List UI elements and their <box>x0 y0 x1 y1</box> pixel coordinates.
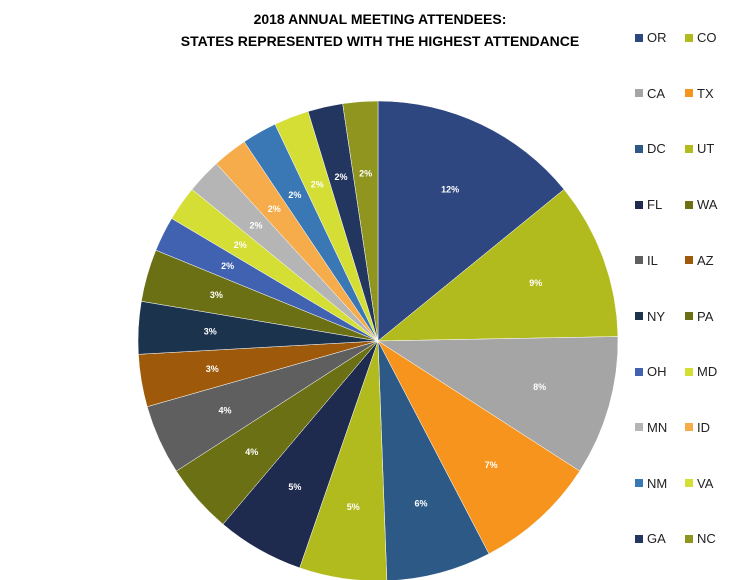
legend-label: TX <box>697 85 714 101</box>
chart-title: 2018 ANNUAL MEETING ATTENDEES: STATES RE… <box>100 8 660 52</box>
data-label-pa: 3% <box>210 290 223 300</box>
legend-swatch <box>635 33 643 42</box>
chart-title-line-2: STATES REPRESENTED WITH THE HIGHEST ATTE… <box>180 33 580 49</box>
legend-swatch <box>635 89 643 98</box>
legend-swatch <box>635 423 643 432</box>
legend-swatch <box>685 312 693 320</box>
legend-swatch <box>685 367 693 376</box>
data-label-ny: 3% <box>204 327 217 337</box>
legend-swatch <box>685 423 693 432</box>
legend-item-nc: NC <box>685 531 716 546</box>
legend-label: CO <box>697 30 717 45</box>
data-label-oh: 2% <box>221 261 234 271</box>
legend-label: DC <box>647 141 666 157</box>
data-label-ga: 2% <box>335 172 348 182</box>
legend-label: VA <box>697 475 714 491</box>
pie-slice-ca <box>377 336 619 472</box>
legend-item-md: MD <box>685 364 717 379</box>
data-label-il: 4% <box>218 405 231 415</box>
legend-label: OH <box>647 364 667 380</box>
legend-label: ID <box>697 419 710 435</box>
legend-swatch <box>635 479 643 488</box>
legend-item-ga: GA <box>635 531 666 546</box>
legend-label: NY <box>647 308 666 324</box>
legend-label: CA <box>647 85 666 101</box>
data-label-wa: 4% <box>245 447 258 457</box>
pie-slice-or <box>377 100 565 342</box>
legend-item-va: VA <box>685 476 713 491</box>
legend-label: NM <box>647 475 668 491</box>
pie-slice-co <box>377 189 619 342</box>
legend-item-oh: OH <box>635 364 667 379</box>
legend-swatch <box>635 312 643 320</box>
legend-label: NC <box>697 531 716 547</box>
legend-label: OR <box>647 30 667 45</box>
legend-label: AZ <box>697 252 714 268</box>
legend-swatch <box>635 200 643 209</box>
legend-item-ut: UT <box>685 141 714 156</box>
pie-slice-dc <box>377 340 490 580</box>
legend-swatch <box>635 144 643 153</box>
legend-swatch <box>685 534 693 543</box>
legend-swatch <box>635 367 643 376</box>
data-label-mn: 2% <box>249 221 262 231</box>
legend-item-id: ID <box>685 420 710 435</box>
legend-label: MN <box>647 419 668 435</box>
data-label-ca: 8% <box>533 382 546 392</box>
legend-item-co: CO <box>685 30 717 45</box>
data-label-or: 12% <box>441 184 459 194</box>
legend-swatch <box>685 200 693 209</box>
legend-item-dc: DC <box>635 141 666 156</box>
legend-swatch <box>635 256 643 265</box>
legend-item-or: OR <box>635 30 667 45</box>
data-label-ut: 5% <box>347 502 360 512</box>
data-label-az: 3% <box>206 364 219 374</box>
data-label-co: 9% <box>529 278 542 288</box>
data-label-va: 2% <box>311 179 324 189</box>
legend-label: GA <box>647 531 666 547</box>
legend-item-mn: MN <box>635 420 667 435</box>
legend-item-pa: PA <box>685 309 713 324</box>
legend-label: PA <box>697 308 714 324</box>
chart-title-line-1: 2018 ANNUAL MEETING ATTENDEES: <box>253 11 507 27</box>
data-label-dc: 6% <box>414 498 427 508</box>
legend-swatch <box>685 144 693 153</box>
legend-swatch <box>685 256 693 265</box>
pie-slice-nc <box>342 100 379 342</box>
legend-swatch <box>635 534 643 543</box>
legend-item-fl: FL <box>635 197 662 212</box>
legend-item-ny: NY <box>635 309 665 324</box>
data-label-md: 2% <box>234 240 247 250</box>
legend-label: WA <box>697 197 718 213</box>
legend-item-tx: TX <box>685 86 714 101</box>
legend-swatch <box>685 479 693 488</box>
data-label-nm: 2% <box>288 190 301 200</box>
legend-item-az: AZ <box>685 253 714 268</box>
data-label-id: 2% <box>268 204 281 214</box>
data-label-nc: 2% <box>359 168 372 178</box>
legend-label: UT <box>697 141 715 157</box>
legend-item-ca: CA <box>635 86 665 101</box>
pie-slice-tx <box>377 340 581 555</box>
legend-swatch <box>685 89 693 98</box>
data-label-fl: 5% <box>288 482 301 492</box>
data-label-tx: 7% <box>485 460 498 470</box>
legend-label: MD <box>697 364 718 380</box>
legend-label: FL <box>647 197 663 213</box>
legend-item-il: IL <box>635 253 658 268</box>
legend-item-nm: NM <box>635 476 667 491</box>
legend-item-wa: WA <box>685 197 717 212</box>
legend-swatch <box>685 33 693 42</box>
legend-label: IL <box>647 252 658 268</box>
